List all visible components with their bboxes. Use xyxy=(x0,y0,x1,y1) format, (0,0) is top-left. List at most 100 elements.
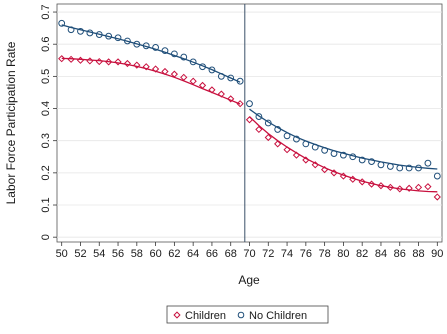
data-point-children xyxy=(151,65,160,73)
x-axis-title: Age xyxy=(238,273,260,287)
x-tick-label: 84 xyxy=(375,248,387,260)
data-point-children xyxy=(105,58,113,66)
legend: Children No Children xyxy=(166,305,329,324)
data-point-no-children xyxy=(236,77,244,85)
x-tick-label: 90 xyxy=(431,248,443,260)
data-point-no-children xyxy=(377,161,385,169)
data-point-children xyxy=(123,59,132,68)
data-point-children xyxy=(321,166,329,174)
x-tick-label: 60 xyxy=(149,248,161,260)
data-point-children xyxy=(433,193,441,201)
data-point-children xyxy=(198,81,207,89)
data-point-children xyxy=(396,185,404,193)
x-tick-label: 70 xyxy=(243,248,255,260)
y-tick-label: 0.4 xyxy=(40,101,52,116)
data-point-no-children xyxy=(274,126,282,133)
y-tick-label: 0.7 xyxy=(40,4,52,19)
data-point-no-children xyxy=(349,153,357,161)
legend-marker-no-children xyxy=(237,311,245,319)
data-point-children xyxy=(67,55,75,63)
data-point-children xyxy=(217,90,225,98)
x-tick-label: 76 xyxy=(300,248,312,260)
data-point-children xyxy=(339,172,348,180)
data-point-children xyxy=(255,125,263,134)
data-point-children xyxy=(58,55,66,63)
y-axis-title: Labor Force Participation Rate xyxy=(4,41,18,204)
data-point-children xyxy=(302,156,310,164)
data-point-children xyxy=(180,73,188,81)
legend-box xyxy=(166,305,329,324)
x-tick-label: 66 xyxy=(206,248,218,260)
data-point-no-children xyxy=(199,63,206,71)
data-point-no-children xyxy=(170,50,178,58)
data-point-children xyxy=(414,183,423,191)
y-tick-label: 0.2 xyxy=(40,165,52,180)
data-point-children xyxy=(330,169,338,177)
legend-marker-children xyxy=(173,311,181,319)
data-point-children xyxy=(283,146,291,154)
data-point-children xyxy=(208,86,216,94)
data-point-no-children xyxy=(283,132,291,140)
x-tick-label: 58 xyxy=(131,248,143,260)
data-point-no-children xyxy=(386,163,394,170)
x-tick-label: 62 xyxy=(168,248,180,260)
x-tick-label: 54 xyxy=(93,248,105,260)
data-point-no-children xyxy=(180,53,188,61)
data-point-children xyxy=(405,184,413,192)
data-point-children xyxy=(95,57,103,66)
data-point-children xyxy=(142,63,150,71)
data-point-no-children xyxy=(114,34,122,42)
data-point-children xyxy=(424,183,432,191)
fit-line-no-children-left xyxy=(61,24,241,83)
data-point-children xyxy=(76,56,85,64)
data-point-no-children xyxy=(227,74,235,82)
data-point-children xyxy=(367,180,376,188)
data-point-no-children xyxy=(433,172,441,180)
data-point-no-children xyxy=(396,164,404,172)
data-point-children xyxy=(264,133,272,142)
data-point-children xyxy=(311,161,319,169)
data-point-no-children xyxy=(368,158,375,165)
data-point-no-children xyxy=(77,27,84,35)
grid-lines xyxy=(57,11,442,238)
data-point-no-children xyxy=(405,164,413,172)
x-tick-label: 74 xyxy=(281,248,293,260)
data-point-children xyxy=(86,57,94,65)
x-tick-label: 72 xyxy=(262,248,274,260)
x-tick-label: 50 xyxy=(56,248,68,260)
data-point-children xyxy=(236,100,244,108)
data-point-no-children xyxy=(311,143,319,151)
data-point-children xyxy=(161,67,169,76)
x-tick-label: 56 xyxy=(112,248,124,260)
x-tick-label: 68 xyxy=(225,248,237,260)
data-point-no-children xyxy=(246,100,253,108)
data-point-no-children xyxy=(189,58,197,66)
y-tick-label: 0.5 xyxy=(40,69,52,84)
data-point-no-children xyxy=(67,26,75,34)
x-tick-label: 64 xyxy=(187,248,199,260)
y-tick-label: 0 xyxy=(40,234,52,240)
x-tick-label: 52 xyxy=(74,248,86,260)
data-point-no-children xyxy=(161,47,169,55)
data-point-no-children xyxy=(105,32,113,40)
data-point-children xyxy=(227,95,235,103)
data-point-no-children xyxy=(255,113,263,120)
data-point-no-children xyxy=(95,31,103,38)
y-tick-label: 0.3 xyxy=(40,133,52,148)
axes: 0 0.1 0.2 0.3 0.4 0.5 0.6 0.7 50 52 54 56 58 60 62 64 66… xyxy=(40,4,443,260)
data-point-no-children xyxy=(86,29,94,37)
data-point-children xyxy=(386,183,394,191)
data-point-children xyxy=(189,77,197,85)
x-tick-label: 80 xyxy=(337,248,349,260)
data-point-no-children xyxy=(142,42,150,50)
data-point-children xyxy=(245,116,254,124)
data-point-children xyxy=(377,182,385,190)
data-point-children xyxy=(114,58,122,66)
data-point-no-children xyxy=(264,119,272,127)
data-markers xyxy=(58,19,441,201)
data-point-children xyxy=(292,151,301,159)
y-tick-label: 0.6 xyxy=(40,37,52,52)
data-point-no-children xyxy=(424,159,432,167)
